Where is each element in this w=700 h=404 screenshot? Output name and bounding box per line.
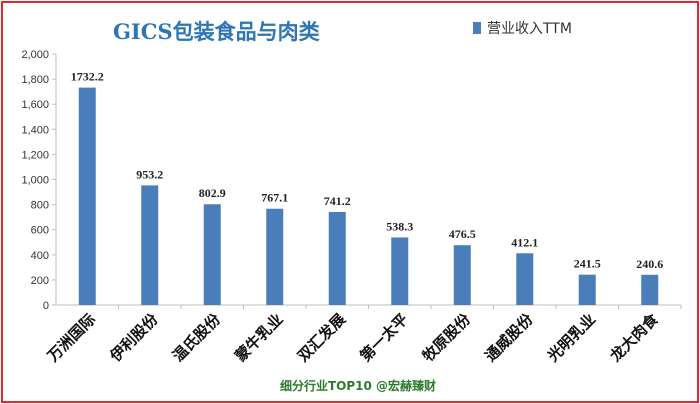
data-label: 802.9 bbox=[199, 186, 226, 200]
bar bbox=[391, 237, 409, 305]
legend-swatch bbox=[473, 22, 481, 34]
data-label: 953.2 bbox=[136, 167, 163, 181]
chart-title: GICS包装食品与肉类 bbox=[113, 19, 321, 44]
bar bbox=[141, 185, 159, 305]
x-tick-label: 蒙牛乳业 bbox=[231, 310, 286, 365]
data-label: 240.6 bbox=[636, 257, 663, 271]
bar bbox=[516, 253, 534, 305]
bar bbox=[328, 211, 346, 305]
data-label: 412.1 bbox=[511, 235, 538, 249]
bar bbox=[453, 245, 471, 305]
chart-footer: 细分行业TOP10 @宏赫臻财 bbox=[280, 378, 436, 393]
y-tick-label: 2,000 bbox=[21, 49, 49, 61]
x-tick-label: 万洲国际 bbox=[43, 310, 99, 366]
y-tick-label: 1,400 bbox=[21, 124, 49, 136]
data-label: 741.2 bbox=[324, 194, 351, 208]
y-tick-label: 400 bbox=[31, 250, 49, 262]
bar-chart: GICS包装食品与肉类 营业收入TTM 0 200 400 600 800 1,000 1,… bbox=[21, 19, 682, 393]
y-tick-label: 600 bbox=[31, 225, 49, 237]
data-label: 1732.2 bbox=[71, 70, 104, 84]
x-tick-label: 光明乳业 bbox=[543, 310, 599, 366]
data-label: 767.1 bbox=[261, 191, 288, 205]
x-tick-label: 双汇发展 bbox=[294, 310, 349, 365]
bar bbox=[641, 274, 659, 305]
bar bbox=[578, 274, 596, 305]
x-tick-label: 温氏股份 bbox=[169, 309, 225, 365]
data-label: 538.3 bbox=[386, 219, 413, 233]
y-tick-label: 1,600 bbox=[21, 99, 49, 111]
x-tick-label: 牧原股份 bbox=[419, 309, 475, 365]
y-tick-label: 1,800 bbox=[21, 74, 49, 86]
legend-label: 营业收入TTM bbox=[487, 21, 572, 37]
y-tick-label: 1,200 bbox=[21, 149, 49, 161]
data-label: 476.5 bbox=[449, 227, 476, 241]
data-label: 241.5 bbox=[574, 257, 601, 271]
y-tick-label: 200 bbox=[31, 275, 49, 287]
bar bbox=[203, 204, 221, 305]
y-tick-label: 800 bbox=[31, 200, 49, 212]
x-tick-label: 龙大肉食 bbox=[606, 309, 663, 366]
y-tick-label: 0 bbox=[43, 300, 49, 312]
x-tick-label: 通威股份 bbox=[481, 309, 537, 365]
plot-area: 0 200 400 600 800 1,000 1,200 1,400 1,600 1,800 2,… bbox=[21, 49, 682, 366]
x-tick-label: 第一太平 bbox=[356, 310, 411, 365]
bar bbox=[266, 208, 284, 305]
x-tick-label: 伊利股份 bbox=[106, 309, 163, 366]
y-tick-label: 1,000 bbox=[21, 175, 49, 187]
bar bbox=[78, 87, 96, 305]
